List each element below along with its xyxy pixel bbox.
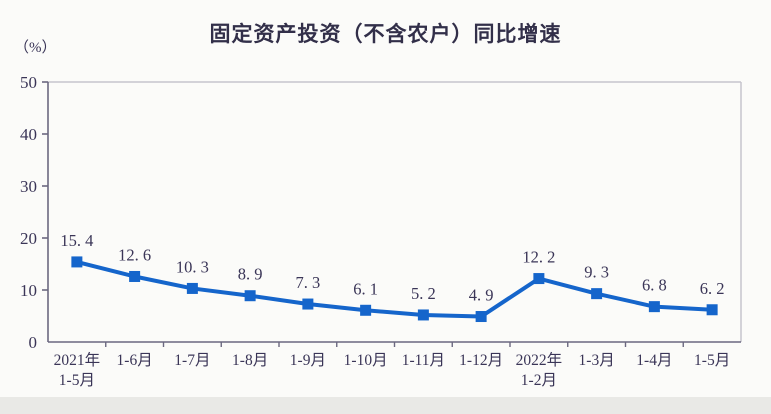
data-point-marker	[417, 309, 429, 321]
data-point-label: 12. 6	[118, 245, 151, 264]
chart-title: 固定资产投资（不含农户）同比增速	[209, 23, 562, 46]
data-point-label: 9. 3	[584, 263, 609, 282]
x-category-label: 1-3月	[579, 352, 615, 369]
data-point-label: 10. 3	[176, 257, 209, 276]
x-category-label: 2022年 1-2月	[516, 351, 563, 389]
x-category-label: 1-11月	[402, 352, 445, 369]
data-line	[74, 259, 715, 319]
page-bottom-strip	[0, 397, 771, 414]
data-point-label: 6. 2	[700, 279, 725, 298]
y-tick-label: 20	[20, 229, 37, 248]
data-point-label: 5. 2	[411, 284, 436, 303]
data-point-label: 12. 2	[522, 248, 555, 267]
data-point-label: 8. 9	[238, 265, 263, 284]
data-point-marker	[129, 270, 141, 282]
data-point-marker	[186, 282, 198, 294]
data-point-label: 7. 3	[296, 273, 321, 292]
data-point-marker	[533, 273, 545, 285]
y-tick-label: 10	[20, 281, 37, 300]
x-category-label: 1-5月	[694, 352, 730, 369]
data-point-label: 6. 1	[353, 279, 378, 298]
x-category-label: 1-7月	[174, 352, 210, 369]
x-category-label: 1-12月	[459, 352, 503, 369]
y-tick-label: 30	[20, 177, 37, 196]
x-category-label: 1-8月	[232, 352, 268, 369]
x-category-label: 2021年 1-5月	[54, 351, 101, 389]
y-axis-unit-label: （%）	[14, 40, 57, 56]
data-point-marker	[360, 304, 372, 316]
data-point-marker	[475, 311, 487, 323]
data-point-label: 6. 8	[642, 276, 667, 295]
y-tick-label: 40	[20, 125, 37, 144]
data-point-marker	[591, 288, 603, 300]
x-category-label: 1-6月	[117, 352, 153, 369]
data-point-marker	[71, 256, 83, 268]
data-point-marker	[302, 298, 314, 310]
data-point-marker	[244, 290, 256, 302]
y-tick-label: 0	[29, 333, 38, 352]
x-category-label: 1-4月	[636, 352, 672, 369]
data-point-label: 4. 9	[469, 286, 494, 305]
x-category-label: 1-10月	[344, 352, 388, 369]
y-tick-label: 50	[20, 73, 37, 92]
data-point-marker	[706, 304, 718, 316]
x-category-label: 1-9月	[290, 352, 326, 369]
data-point-label: 15. 4	[60, 231, 93, 250]
data-point-marker	[648, 301, 660, 313]
